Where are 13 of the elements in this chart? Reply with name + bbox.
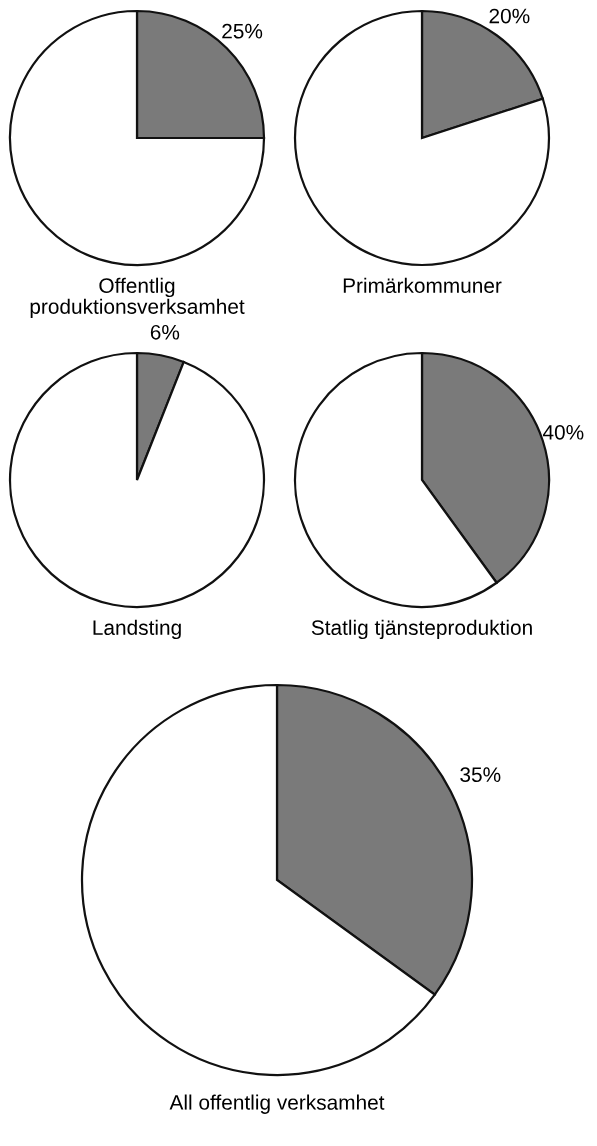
data-label: 25% (222, 23, 263, 39)
pie-slice (8, 351, 266, 609)
pie-slice (8, 9, 266, 267)
text: Primärkommuner (343, 277, 502, 293)
text: Offentlig produktionsverksamhet (30, 277, 245, 319)
text: All offentlig verksamhet (169, 1094, 385, 1114)
text: Landsting (93, 619, 181, 640)
data-label: 20% (489, 8, 530, 24)
pie-slice (293, 9, 551, 267)
data-label: 6% (150, 324, 180, 340)
text: Statlig tjänsteproduktion (311, 619, 532, 640)
data-label: 40% (542, 424, 584, 440)
data-label: 35% (460, 767, 501, 783)
